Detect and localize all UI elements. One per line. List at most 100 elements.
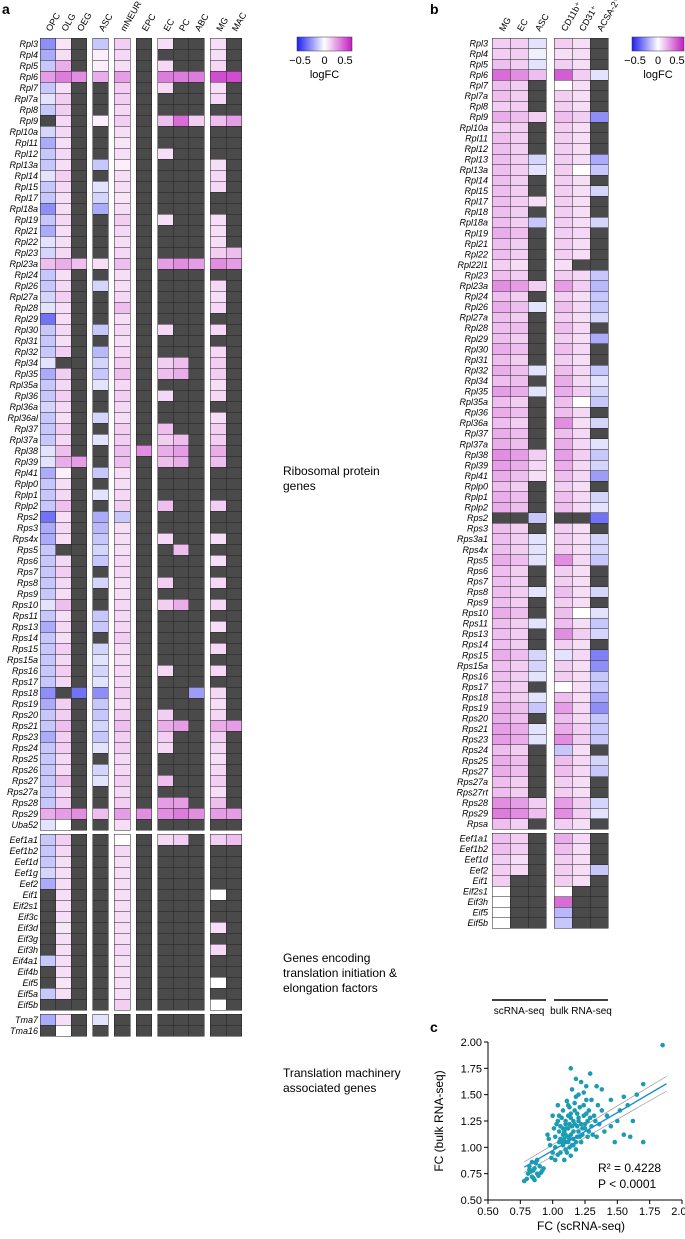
column-header: ASC xyxy=(97,12,115,33)
heatmap-cell xyxy=(135,323,152,336)
heatmap-cell xyxy=(527,480,547,492)
scatter-point xyxy=(577,1105,583,1110)
heatmap-cell xyxy=(135,921,152,934)
scatter-point xyxy=(578,1079,584,1085)
heatmap-cell xyxy=(92,642,109,655)
heatmap-cell xyxy=(571,153,591,165)
row-label: Rpl10a xyxy=(9,127,38,137)
heatmap-cell xyxy=(92,877,109,890)
heatmap-cell xyxy=(553,343,573,355)
column-header: ACSA-2⁺ xyxy=(595,0,622,33)
heatmap-cell xyxy=(225,224,242,237)
heatmap-cell xyxy=(157,598,174,611)
heatmap-cell xyxy=(114,532,131,545)
heatmap-cell xyxy=(135,114,152,127)
heatmap-cell xyxy=(571,301,591,313)
heatmap-cell xyxy=(188,976,205,989)
heatmap-cell xyxy=(92,598,109,611)
heatmap-cell xyxy=(114,400,131,413)
heatmap-cell xyxy=(92,844,109,857)
heatmap-cell xyxy=(509,238,529,250)
heatmap-cell xyxy=(210,554,227,567)
heatmap-cell xyxy=(55,191,72,204)
row-label: Rps2 xyxy=(17,512,38,522)
row-label: Rpl31 xyxy=(14,336,38,346)
heatmap-cell xyxy=(589,259,609,271)
heatmap-cell xyxy=(509,449,529,461)
heatmap-cell xyxy=(210,510,227,523)
heatmap-cell xyxy=(92,455,109,468)
heatmap-cell xyxy=(157,103,174,116)
heatmap-cell xyxy=(188,598,205,611)
row-label: Rpl6 xyxy=(469,70,488,80)
heatmap-cell xyxy=(172,367,190,380)
heatmap-cell xyxy=(172,730,190,743)
heatmap-cell xyxy=(70,998,88,1011)
heatmap-cell xyxy=(589,744,609,756)
heatmap-cell xyxy=(491,833,511,845)
heatmap-cell xyxy=(553,854,573,866)
ci-lower xyxy=(524,1090,667,1173)
heatmap-cell xyxy=(571,765,591,777)
heatmap-cell xyxy=(491,206,511,218)
heatmap-cell xyxy=(157,191,174,204)
heatmap-cell xyxy=(135,268,152,281)
scatter-point xyxy=(585,1118,590,1124)
heatmap-cell xyxy=(527,449,547,461)
heatmap-cell xyxy=(509,896,529,908)
colorbar-b-tick-pos: 0.5 xyxy=(669,55,684,67)
heatmap-cell xyxy=(55,279,72,292)
heatmap-cell xyxy=(527,618,547,630)
heatmap-cell xyxy=(135,532,152,545)
heatmap-cell xyxy=(589,565,609,577)
scatter-point xyxy=(585,1134,590,1140)
heatmap-cell xyxy=(589,491,609,503)
heatmap-cell xyxy=(225,708,242,721)
heatmap-cell xyxy=(157,965,174,978)
heatmap-cell xyxy=(55,510,72,523)
heatmap-cell xyxy=(509,681,529,693)
heatmap-cell xyxy=(210,356,227,369)
heatmap-cell xyxy=(135,910,152,923)
heatmap-cell xyxy=(225,910,242,923)
heatmap-cell xyxy=(188,499,205,512)
scatter-point xyxy=(612,1139,618,1145)
heatmap-cell xyxy=(491,396,511,408)
heatmap-cell xyxy=(571,333,591,345)
heatmap-cell xyxy=(135,686,152,699)
heatmap-cell xyxy=(188,246,205,259)
heatmap-cell xyxy=(39,202,56,215)
heatmap-cell xyxy=(509,723,529,735)
heatmap-cell xyxy=(157,323,174,336)
heatmap-cell xyxy=(553,512,573,524)
heatmap-cell xyxy=(114,279,131,292)
heatmap-cell xyxy=(553,786,573,798)
heatmap-cell xyxy=(509,217,529,229)
heatmap-cell xyxy=(491,501,511,514)
heatmap-cell xyxy=(55,741,72,754)
heatmap-cell xyxy=(172,719,190,732)
heatmap-cell xyxy=(55,576,72,589)
heatmap-cell xyxy=(172,345,190,358)
heatmap-cell xyxy=(571,896,591,908)
heatmap-cell xyxy=(188,866,205,879)
heatmap-cell xyxy=(210,543,227,556)
heatmap-cell xyxy=(225,444,242,457)
heatmap-cell xyxy=(188,345,205,358)
row-label: Rps15a xyxy=(7,655,38,665)
heatmap-cell xyxy=(571,864,591,876)
heatmap-cell xyxy=(527,917,547,929)
heatmap-cell xyxy=(157,510,174,523)
heatmap-cell xyxy=(70,136,88,149)
heatmap-cell xyxy=(135,844,152,857)
heatmap-cell xyxy=(210,477,227,490)
heatmap-cell xyxy=(39,719,56,732)
heatmap-cell xyxy=(210,642,227,655)
heatmap-cell xyxy=(491,723,511,735)
heatmap-cell xyxy=(157,554,174,567)
heatmap-cell xyxy=(172,664,190,677)
heatmap-cell xyxy=(491,217,511,229)
heatmap-cell xyxy=(225,202,242,215)
heatmap-cell xyxy=(491,480,511,492)
heatmap-cell xyxy=(509,364,529,376)
